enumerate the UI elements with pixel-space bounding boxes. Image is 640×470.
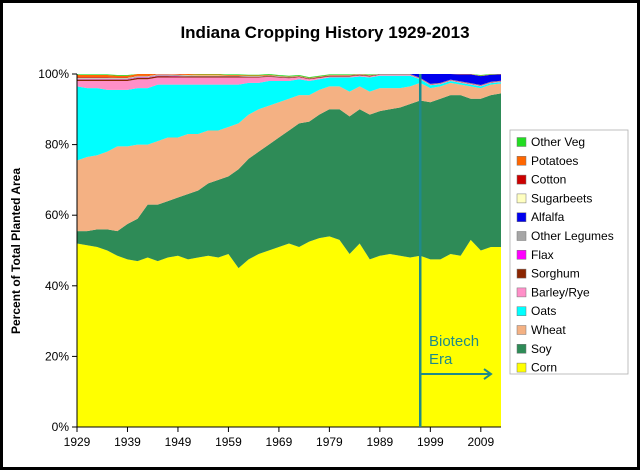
legend-swatch-other-veg: [516, 137, 527, 147]
legend-swatch-alfalfa: [516, 212, 527, 222]
legend-swatch-potatoes: [516, 156, 527, 166]
area-sugarbeets: [77, 74, 501, 79]
legend-swatch-flax: [516, 250, 527, 260]
y-ticks: 0% 20% 40% 60% 80% 100%: [38, 67, 77, 434]
area-alfalfa: [77, 74, 501, 85]
legend-item-sugarbeets: Sugarbeets: [531, 191, 592, 205]
legend-item-flax: Flax: [531, 248, 554, 262]
y-tick-label: 100%: [38, 67, 69, 81]
chart: Indiana Cropping History 1929-2013 0% 20%…: [9, 23, 629, 449]
area-corn: [77, 236, 501, 427]
legend-item-cotton: Cotton: [531, 173, 566, 187]
legend-item-oats: Oats: [531, 304, 556, 318]
area-oats: [77, 75, 501, 161]
area-layers: [77, 74, 501, 427]
x-tick-label: 1979: [316, 435, 343, 449]
y-tick-label: 40%: [45, 279, 69, 293]
x-tick-label: 1939: [114, 435, 141, 449]
x-tick-label: 1989: [367, 435, 394, 449]
legend-swatch-corn: [516, 362, 527, 373]
legend-swatch-barley-rye: [516, 287, 527, 298]
legend-item-other-veg: Other Veg: [531, 135, 585, 149]
biotech-era-label: Biotech: [429, 333, 479, 350]
legend-item-soy: Soy: [531, 342, 552, 356]
chart-frame: Indiana Cropping History 1929-2013 0% 20%…: [3, 3, 637, 467]
area-soy: [77, 93, 501, 269]
legend-item-corn: Corn: [531, 361, 557, 375]
y-tick-label: 60%: [45, 208, 69, 222]
x-tick-label: 1999: [417, 435, 444, 449]
x-tick-label: 1959: [215, 435, 242, 449]
legend-item-other-legumes: Other Legumes: [531, 229, 614, 243]
y-axis-label: Percent of Total Planted Area: [9, 168, 23, 334]
legend-item-barley-rye: Barley/Rye: [531, 285, 590, 299]
x-tick-label: 2009: [467, 435, 494, 449]
legend-swatch-other-legumes: [516, 231, 527, 241]
legend-box: [509, 129, 629, 375]
legend-swatch-soy: [516, 344, 527, 354]
x-tick-label: 1929: [64, 435, 91, 449]
area-barley-rye: [77, 74, 501, 90]
x-tick-label: 1949: [165, 435, 192, 449]
legend-swatch-sorghum: [516, 268, 527, 279]
area-sorghum: [77, 74, 501, 86]
chart-title: Indiana Cropping History 1929-2013: [180, 23, 469, 42]
legend-swatch-oats: [516, 306, 527, 316]
area-cotton: [77, 74, 501, 79]
y-tick-label: 80%: [45, 138, 69, 152]
legend-swatch-cotton: [516, 174, 527, 185]
legend-item-wheat: Wheat: [531, 323, 566, 337]
legend-item-alfalfa: Alfalfa: [531, 210, 565, 224]
area-other-veg: [77, 74, 501, 78]
y-tick-label: 20%: [45, 349, 69, 363]
biotech-era-label: Era: [429, 351, 453, 368]
legend-swatch-sugarbeets: [516, 193, 527, 204]
area-wheat: [77, 82, 501, 232]
legend-item-potatoes: Potatoes: [531, 154, 578, 168]
legend-swatch-wheat: [516, 325, 527, 335]
arrow-head: [483, 368, 493, 380]
x-ticks: 1929 1939 1949 1959 1969 1979 1989 1999 2009: [64, 427, 494, 449]
x-tick-label: 1969: [266, 435, 293, 449]
y-tick-label: 0%: [52, 420, 70, 434]
legend-item-sorghum: Sorghum: [531, 267, 580, 281]
legend: Other Veg Potatoes Cotton Sugarbeets Alfalfa…: [516, 135, 614, 375]
